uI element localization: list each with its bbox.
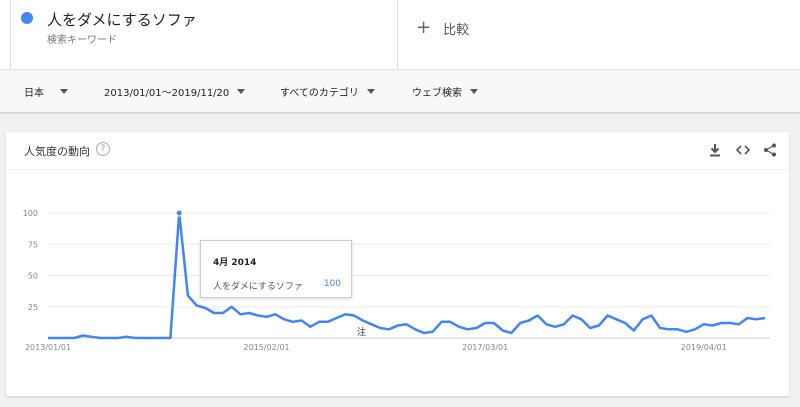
x-tick-label: 2015/02/01 [244,343,290,352]
highlight-point [175,209,183,217]
search-type-filter-label: ウェブ検索 [412,87,462,99]
date-range-filter-label: 2013/01/01～2019/11/20 [104,87,230,99]
term-color-dot [21,12,33,24]
category-filter-label: すべてのカテゴリ [280,87,359,99]
x-tick-label: 2019/04/01 [681,343,727,352]
card-title: 人気度の動向 [24,145,90,158]
region-filter[interactable]: 日本 [24,70,68,112]
filter-bar: 日本 2013/01/01～2019/11/20 すべてのカテゴリ ウェブ検索 [0,70,800,114]
chevron-down-icon [237,88,246,94]
x-tick-label: 2017/03/01 [462,343,508,352]
y-axis: 100 75 50 25 [23,209,38,312]
chart-grid [48,212,770,339]
category-filter[interactable]: すべてのカテゴリ [280,70,375,112]
download-icon[interactable] [706,141,724,159]
search-type-filter[interactable]: ウェブ検索 [412,70,478,112]
note-marker[interactable]: 注 [357,328,367,338]
compare-button[interactable]: + 比較 [416,16,469,40]
term-title[interactable]: 人をダメにするソファ [47,11,197,29]
search-term-card[interactable]: 人をダメにするソファ 検索キーワード [10,0,398,70]
series-layer [48,211,766,340]
share-icon[interactable] [761,141,779,159]
y-tick-label: 25 [28,303,38,312]
plus-icon: + [416,17,432,38]
date-range-filter[interactable]: 2013/01/01～2019/11/20 [104,70,246,112]
embed-icon[interactable] [734,141,752,159]
y-tick-label: 100 [23,209,38,218]
help-icon[interactable]: ? [96,142,110,156]
term-subtitle: 検索キーワード [47,35,117,46]
chart-tooltip: 4月 2014 人をダメにするソファ 100 [200,240,352,298]
interest-over-time-card: 人気度の動向 ? [6,132,789,396]
region-filter-label: 日本 [24,87,44,99]
x-axis: 2013/01/01 2015/02/01 2017/03/01 2019/04/01 [25,343,727,352]
tooltip-date: 4月 2014 [213,258,257,268]
y-tick-label: 50 [28,272,38,281]
point-layer [175,209,183,217]
chevron-down-icon [366,88,375,94]
x-tick-label: 2013/01/01 [25,343,71,352]
card-header: 人気度の動向 ? [6,132,789,170]
series-line [48,211,766,340]
chevron-down-icon [470,88,478,94]
search-terms-bar: 人をダメにするソファ 検索キーワード + 比較 [0,0,800,70]
tooltip-term: 人をダメにするソファ [213,282,303,292]
y-tick-label: 75 [28,240,38,249]
compare-label: 比較 [443,22,470,38]
chevron-down-icon [60,88,68,94]
tooltip-value: 100 [323,279,341,289]
